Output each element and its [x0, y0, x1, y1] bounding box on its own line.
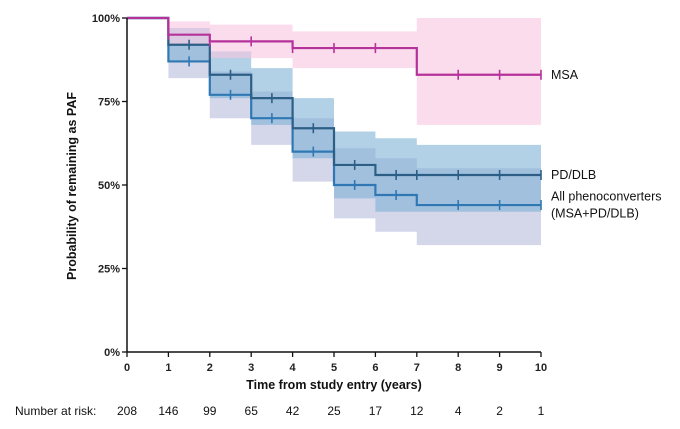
y-axis-title: Probability of remaining as PAF	[65, 92, 79, 280]
y-tick-label: 75%	[98, 97, 120, 109]
series-label: PD/DLB	[551, 168, 596, 182]
confidence-band	[127, 18, 541, 125]
number-at-risk-value: 99	[203, 404, 217, 418]
x-tick-label: 10	[535, 362, 547, 374]
x-tick-label: 9	[497, 362, 503, 374]
axes: 0% 25% 50% 75% 100% 0 1 2 3 4 5 6 7 8 9 10	[92, 13, 547, 374]
number-at-risk-value: 4	[455, 404, 462, 418]
series-label: (MSA+PD/DLB)	[551, 207, 639, 221]
number-at-risk-value: 25	[327, 404, 341, 418]
number-at-risk-value: 146	[158, 404, 178, 418]
y-tick-label: 0%	[104, 347, 120, 359]
y-tick-label: 50%	[98, 180, 120, 192]
number-at-risk-value: 2	[496, 404, 503, 418]
number-at-risk-value: 42	[286, 404, 300, 418]
number-at-risk-label: Number at risk:	[15, 404, 96, 418]
series-labels: All phenoconverters (MSA+PD/DLB) PD/DLB MSA	[551, 68, 661, 221]
x-tick-label: 5	[331, 362, 337, 374]
number-at-risk-value: 17	[369, 404, 383, 418]
x-tick-label: 7	[414, 362, 420, 374]
number-at-risk-value: 65	[245, 404, 259, 418]
confidence-band	[127, 18, 541, 212]
x-tick-label: 1	[165, 362, 171, 374]
x-axis-title: Time from study entry (years)	[246, 378, 422, 392]
series-label: All phenoconverters	[551, 190, 661, 204]
number-at-risk-value: 1	[538, 404, 545, 418]
x-tick-label: 0	[124, 362, 130, 374]
y-tick-label: 100%	[92, 13, 120, 25]
x-tick-label: 8	[455, 362, 461, 374]
x-tick-label: 4	[290, 362, 297, 374]
number-at-risk-row: Number at risk: 208 146 99 65 42 25 17 12 4 2 1	[15, 404, 545, 418]
y-tick-label: 25%	[98, 264, 120, 276]
series-label: MSA	[551, 68, 579, 82]
x-tick-label: 6	[372, 362, 378, 374]
x-tick-label: 3	[248, 362, 254, 374]
censor-marks	[167, 29, 542, 211]
x-tick-label: 2	[207, 362, 213, 374]
number-at-risk-value: 208	[117, 404, 137, 418]
number-at-risk-value: 12	[410, 404, 424, 418]
